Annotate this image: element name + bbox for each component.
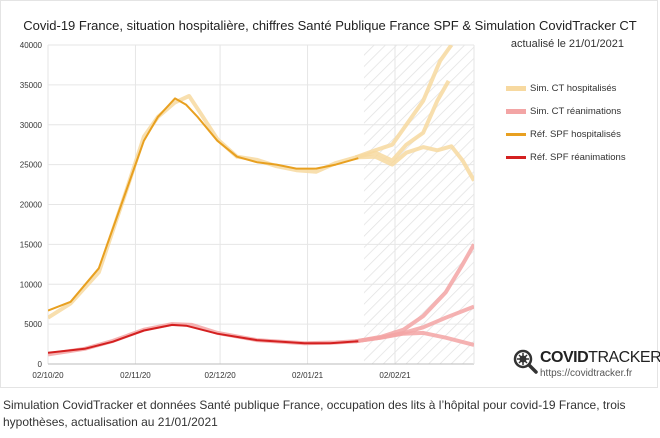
legend-label: Sim. CT réanimations — [530, 106, 622, 117]
series-line-2 — [48, 97, 359, 312]
logo-url: https://covidtracker.fr — [540, 368, 633, 379]
figure-caption: Simulation CovidTracker et données Santé… — [3, 398, 626, 429]
legend-label: Réf. SPF réanimations — [530, 152, 626, 163]
virus-magnifier-icon — [513, 349, 538, 374]
legend-swatch — [506, 86, 526, 91]
y-tick-label: 15000 — [20, 240, 43, 249]
series-line-0 — [355, 79, 451, 163]
y-tick-label: 35000 — [20, 81, 43, 90]
legend-swatch — [506, 156, 526, 159]
y-tick-label: 25000 — [20, 161, 43, 170]
legend-item: Sim. CT hospitalisés — [506, 77, 626, 100]
chart-title: Covid-19 France, situation hospitalière,… — [23, 18, 637, 33]
legend-item: Sim. CT réanimations — [506, 100, 626, 123]
y-tick-label: 5000 — [24, 320, 42, 329]
y-tick-label: 20000 — [20, 201, 43, 210]
legend-label: Sim. CT hospitalisés — [530, 83, 617, 94]
series-line-1 — [355, 330, 474, 347]
chart-frame — [0, 0, 658, 388]
chart-plot: 0 5000 10000 15000 20000 25000 30000 35000 40000… — [20, 41, 475, 380]
legend-label: Réf. SPF hospitalisés — [530, 129, 621, 140]
legend-item: Réf. SPF hospitalisés — [506, 123, 626, 146]
series-line-3 — [48, 323, 359, 354]
legend-swatch — [506, 109, 526, 114]
logo-brand-light: TRACKER — [588, 349, 660, 366]
y-tick-label: 40000 — [20, 41, 43, 50]
y-tick-label: 30000 — [20, 121, 43, 130]
legend: Sim. CT hospitalisés Sim. CT réanimation… — [506, 77, 626, 169]
y-tick-label: 0 — [38, 360, 43, 369]
x-tick-label: 02/10/20 — [32, 371, 64, 380]
x-tick-label: 02/12/20 — [205, 371, 237, 380]
logo-brand-bold: COVID — [540, 349, 589, 366]
legend-swatch — [506, 133, 526, 136]
x-tick-label: 02/02/21 — [379, 371, 411, 380]
series-line-0 — [355, 144, 474, 182]
y-tick-label: 10000 — [20, 280, 43, 289]
x-tick-label: 02/01/21 — [292, 371, 324, 380]
legend-item: Réf. SPF réanimations — [506, 146, 626, 169]
chart-subtitle: actualisé le 21/01/2021 — [510, 38, 624, 50]
x-tick-label: 02/11/20 — [120, 371, 151, 380]
